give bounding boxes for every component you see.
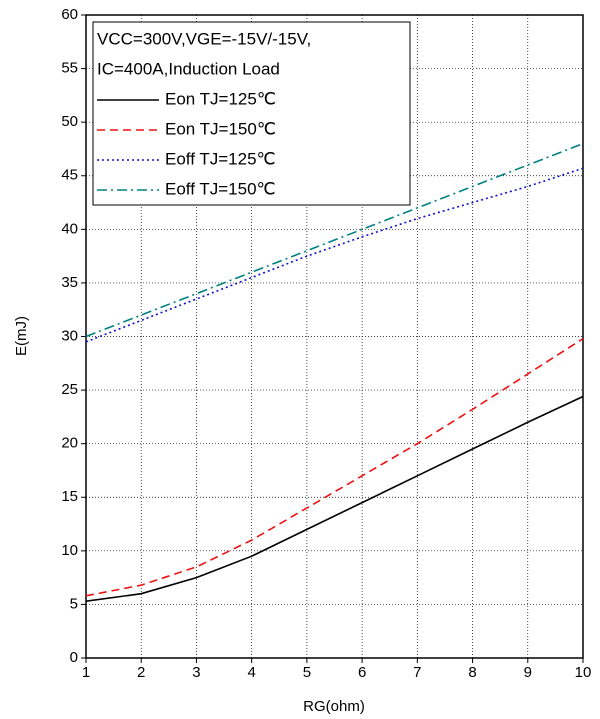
y-axis-label: E(mJ) bbox=[13, 316, 30, 356]
y-tick-label: 60 bbox=[61, 6, 78, 23]
data-line bbox=[85, 142, 584, 338]
x-tick-label: 2 bbox=[137, 664, 145, 681]
y-tick-label: 45 bbox=[61, 167, 78, 184]
y-tick-label: 35 bbox=[61, 274, 78, 291]
y-tick-label: 5 bbox=[70, 595, 78, 612]
y-tick-label: 15 bbox=[61, 488, 78, 505]
legend-box bbox=[92, 21, 411, 206]
y-tick-label: 0 bbox=[70, 649, 78, 666]
y-tick-label: 30 bbox=[61, 327, 78, 344]
y-tick-label: 40 bbox=[61, 220, 78, 237]
legend-label: Eoff TJ=150℃ bbox=[165, 179, 276, 198]
x-tick-label: 7 bbox=[413, 664, 421, 681]
data-line bbox=[85, 337, 584, 597]
annotation: VCC=300V,VGE=-15V/-15V, bbox=[97, 29, 311, 48]
x-tick-label: 5 bbox=[303, 664, 311, 681]
data-line bbox=[85, 395, 584, 602]
y-tick-label: 55 bbox=[61, 60, 78, 77]
x-tick-label: 3 bbox=[192, 664, 200, 681]
y-tick-label: 20 bbox=[61, 435, 78, 452]
x-tick-label: 1 bbox=[82, 664, 90, 681]
legend-label: Eon TJ=150℃ bbox=[165, 119, 276, 138]
y-tick-label: 50 bbox=[61, 113, 78, 130]
x-tick-label: 8 bbox=[468, 664, 476, 681]
legend-label: Eon TJ=125℃ bbox=[165, 89, 276, 108]
data-line bbox=[85, 167, 584, 343]
legend-label: Eoff TJ=125℃ bbox=[165, 149, 276, 168]
annotation: IC=400A,Induction Load bbox=[97, 59, 280, 78]
y-tick-label: 10 bbox=[61, 542, 78, 559]
x-tick-label: 6 bbox=[358, 664, 366, 681]
y-tick-label: 25 bbox=[61, 381, 78, 398]
x-tick-label: 4 bbox=[247, 664, 255, 681]
x-axis-label: RG(ohm) bbox=[303, 698, 365, 715]
x-tick-label: 9 bbox=[524, 664, 532, 681]
x-tick-label: 10 bbox=[575, 664, 592, 681]
